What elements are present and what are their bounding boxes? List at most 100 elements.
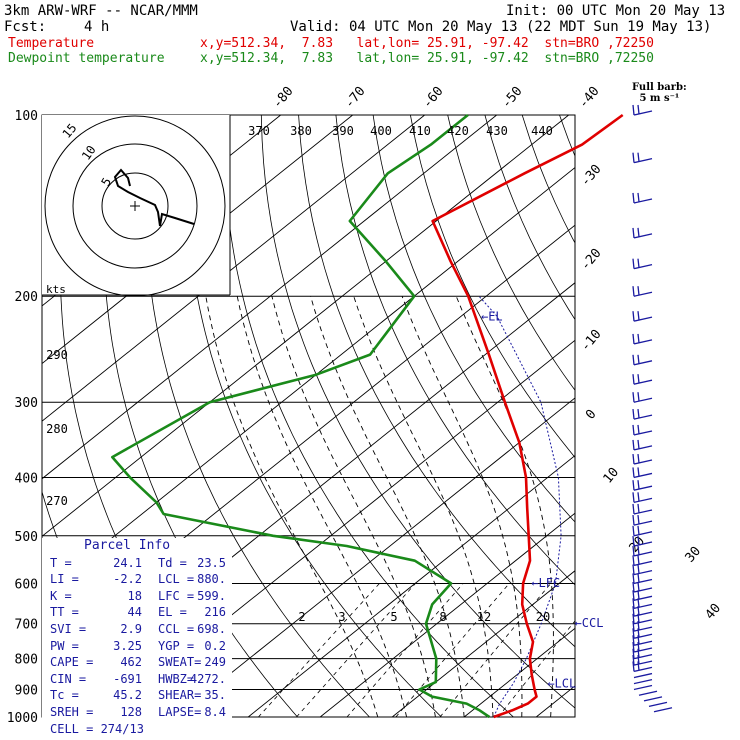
wind-barb-staff (643, 696, 663, 702)
parcel-info-field: SREH = (50, 704, 94, 719)
wind-barb-flag (637, 152, 640, 162)
wind-barb-flag (637, 641, 640, 652)
wind-barb-staff (648, 701, 668, 707)
wind-barb-flag (637, 606, 640, 616)
dry-adiabat-label: 380 (290, 124, 312, 138)
wind-barb-flag (637, 492, 640, 502)
wind-barb-staff (633, 485, 653, 491)
wind-barb-flag (637, 628, 640, 638)
wind-barb-flag (637, 333, 640, 343)
valid-time: Valid: 04 UTC Mon 20 May 13 (22 MDT Sun … (290, 19, 712, 35)
wind-barb-staff (633, 578, 653, 585)
wind-barb (632, 621, 653, 632)
wind-barb-flag (632, 641, 635, 653)
temperature-location: x,y=512.34, 7.83 lat,lon= 25.91, -97.42 … (200, 36, 654, 51)
wind-barb-flag (637, 621, 640, 631)
parcel-info-field: 8.4 (204, 704, 226, 719)
wind-barb-flag (632, 628, 635, 639)
wind-barb-staff (633, 619, 653, 625)
dry-adiabat (410, 115, 575, 459)
parcel-info-field: Tc = (50, 688, 79, 703)
wind-barb-flag (637, 354, 640, 364)
wind-barb-flag (632, 581, 635, 593)
wind-barb-staff (633, 660, 653, 666)
isotherm-label: 40 (703, 601, 725, 623)
wind-barb-flag (632, 598, 635, 609)
dry-adiabat-label: 420 (447, 124, 469, 138)
parcel-info-field: CCL = (158, 621, 195, 636)
wind-barb (632, 525, 653, 537)
wind-barb-flag (637, 104, 640, 115)
wind-barb-flag (632, 535, 635, 547)
wind-barb-flag (632, 661, 635, 672)
dry-adiabat-label: 280 (46, 422, 68, 436)
wind-barb-flag (632, 635, 635, 646)
dry-adiabat-label: 370 (248, 124, 270, 138)
wind-barb (632, 424, 653, 436)
parcel-info-field: 216 (204, 605, 226, 620)
pressure-tick-label: 1000 (7, 711, 38, 726)
wind-barb-flag (632, 311, 635, 322)
wind-barb-staff (633, 678, 653, 685)
dry-adiabat-label: 290 (46, 348, 68, 362)
wind-barb-flag (632, 590, 635, 601)
isotherm-label: 30 (683, 544, 705, 566)
wind-barb (632, 635, 653, 646)
parcel-info-field: EL = (158, 605, 187, 620)
parcel-info-field: -691 (113, 671, 142, 686)
hodograph-origin (130, 201, 140, 211)
wind-barb-staff (633, 509, 653, 515)
mixing-ratio-line (346, 583, 464, 717)
moist-adiabat (271, 296, 436, 717)
isotherm-label: -20 (578, 246, 605, 274)
wind-barb (632, 503, 653, 515)
wind-barb-staff (633, 611, 653, 617)
wind-barb-staff (633, 551, 653, 557)
pressure-tick-label: 300 (15, 396, 38, 411)
wind-barb (632, 258, 653, 270)
wind-barb-flag (637, 480, 640, 490)
dry-adiabat (260, 115, 575, 709)
dry-adiabat-label: 390 (332, 124, 354, 138)
temperature-legend: Temperature (8, 36, 95, 51)
wind-barb (632, 227, 653, 239)
wind-barb-flag (632, 492, 635, 503)
pressure-tick-label: 700 (15, 618, 38, 633)
parcel-info-row: PW = 3.25 YGP = 0.2 (50, 638, 232, 655)
wind-barb-flag (632, 503, 635, 515)
hodograph-ring (72, 143, 198, 269)
mixing-ratio-line (258, 583, 380, 717)
wind-barb-flag (632, 192, 635, 204)
hodograph-ring (44, 115, 226, 297)
hodograph-trace (113, 168, 195, 227)
parcel-info-row: Tc = 45.2 SHEAR= 35. (50, 687, 232, 704)
isotherm-line (247, 454, 575, 717)
parcel-info-field: 880. (197, 572, 226, 587)
wind-barb-flag (637, 503, 640, 514)
wind-barb (632, 628, 653, 639)
wind-barb-flag (637, 590, 640, 600)
parcel-level-label: ←LCL (547, 677, 576, 691)
dry-adiabat-label: 400 (370, 124, 392, 138)
isotherm-label: -10 (578, 327, 605, 355)
pressure-tick-label: 500 (15, 530, 38, 545)
mixing-ratio-label: 12 (477, 610, 491, 624)
wind-barb (632, 286, 653, 297)
wind-barb-staff (633, 640, 653, 646)
wind-barb-staff (633, 684, 653, 691)
hodograph-ring (101, 172, 169, 240)
wind-barb-staff (633, 339, 653, 345)
wind-barb-staff (633, 445, 653, 451)
parcel-level-label: ←LFC (531, 576, 560, 590)
moist-adiabat (353, 296, 494, 717)
wind-barb-flag (632, 564, 635, 575)
wind-barb-flag (637, 581, 640, 592)
wind-barb-staff (633, 560, 653, 567)
wind-barb-flag (632, 515, 635, 526)
dry-adiabat (597, 115, 740, 717)
wind-barb-flag (632, 439, 635, 450)
wind-barb (632, 581, 653, 593)
wind-barb-staff (633, 520, 653, 526)
parcel-info-field: 2.9 (120, 621, 142, 636)
